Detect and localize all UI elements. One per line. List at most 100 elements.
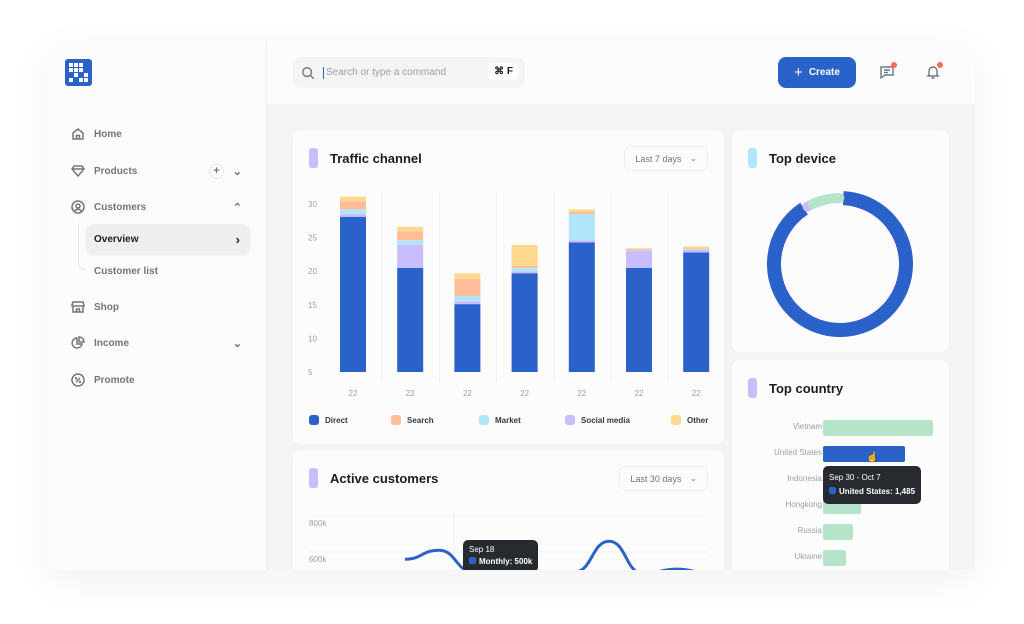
legend-item[interactable]: Market — [479, 415, 521, 425]
country-label: Ukraine — [794, 552, 822, 561]
range-dropdown[interactable]: Last 7 days ⌄ — [624, 146, 708, 171]
bar-segment-search[interactable] — [626, 249, 652, 251]
notification-dot — [891, 62, 897, 68]
card-title: Top country — [748, 378, 843, 398]
traffic-bar-chart: 30 25 20 15 10 5 22 22 22 22 22 22 22 — [308, 192, 710, 398]
bar-segment-market[interactable] — [340, 209, 366, 215]
country-bar[interactable] — [823, 446, 905, 462]
bar-segment-social-media[interactable] — [397, 244, 424, 268]
sidebar-item-promote[interactable]: Promote — [70, 367, 248, 393]
bar-segment-other[interactable] — [511, 244, 538, 266]
bar-segment-other[interactable] — [397, 226, 424, 232]
legend-item[interactable]: Social media — [565, 415, 630, 425]
bar-segment-direct[interactable] — [568, 242, 595, 372]
country-label: United States — [773, 448, 822, 457]
bar-segment-other[interactable] — [568, 209, 595, 213]
bar-segment-direct[interactable] — [626, 267, 652, 372]
country-label: Russia — [797, 526, 822, 535]
legend-label: Other — [687, 415, 709, 425]
chevron-down-icon: ⌄ — [689, 473, 697, 483]
sidebar-item-shop[interactable]: Shop — [70, 294, 248, 320]
active-customers-card: Active customers Last 30 days ⌄ 800k 600k … — [293, 450, 724, 570]
bar-segment-search[interactable] — [454, 278, 481, 297]
x-tick-label: 22 — [349, 389, 358, 398]
bar-segment-direct[interactable] — [683, 252, 710, 372]
app-window: Home Products + ⌄ Customers ⌃ Shop Income ⌄ Promo… — [48, 42, 975, 570]
range-dropdown[interactable]: Last 30 days ⌄ — [619, 466, 708, 491]
main-content: Traffic channel Last 7 days ⌄ 30 25 20 15 10 5… — [267, 104, 975, 570]
legend-swatch — [479, 415, 489, 425]
bar-segment-market[interactable] — [511, 267, 538, 272]
messages-button[interactable] — [879, 62, 897, 80]
x-tick-label: 22 — [577, 389, 586, 398]
legend-item[interactable]: Search — [391, 415, 434, 425]
bar-segment-social-media[interactable] — [340, 214, 366, 217]
bar-segment-social-media[interactable] — [626, 251, 652, 268]
bar-segment-search[interactable] — [511, 265, 538, 268]
legend-label: Social media — [581, 415, 630, 425]
line-series-monthly — [404, 539, 695, 570]
bar-segment-search[interactable] — [397, 231, 424, 241]
country-bar[interactable] — [823, 420, 933, 436]
sidebar-subitem-overview[interactable]: Overview › — [86, 224, 250, 254]
bar-segment-direct[interactable] — [511, 273, 538, 372]
bar-segment-direct[interactable] — [340, 216, 366, 372]
country-label: Indonesia — [787, 474, 822, 483]
bar-segment-market[interactable] — [397, 240, 424, 245]
bar-segment-other[interactable] — [683, 246, 710, 249]
bar-segment-other[interactable] — [626, 248, 652, 250]
bar-segment-search[interactable] — [568, 212, 595, 215]
bar-segment-social-media[interactable] — [511, 271, 538, 274]
bar-segment-market[interactable] — [626, 250, 652, 252]
card-title: Top device — [748, 148, 836, 168]
range-value: Last 7 days — [635, 153, 682, 164]
diamond-icon — [71, 165, 85, 178]
bar-segment-other[interactable] — [454, 273, 481, 279]
sidebar-item-products[interactable]: Products + ⌄ — [70, 158, 248, 184]
bar-segment-market[interactable] — [454, 296, 481, 302]
chevron-down-icon[interactable]: ⌄ — [232, 165, 242, 178]
bar-segment-other[interactable] — [340, 196, 366, 202]
legend-item[interactable]: Other — [671, 415, 708, 425]
x-tick-label: 22 — [520, 389, 529, 398]
donut-segment[interactable] — [808, 193, 845, 209]
bar-segment-social-media[interactable] — [568, 240, 595, 243]
user-circle-icon — [71, 200, 85, 214]
search-icon — [302, 66, 315, 79]
card-title: Active customers — [309, 468, 438, 488]
create-button[interactable]: + Create — [778, 57, 856, 88]
country-bar[interactable] — [823, 550, 846, 566]
sidebar-subitem-customer-list[interactable]: Customer list — [86, 256, 250, 286]
bar-segment-direct[interactable] — [397, 267, 424, 372]
bar-segment-direct[interactable] — [454, 304, 481, 372]
legend-swatch — [391, 415, 401, 425]
sidebar-item-label: Shop — [94, 301, 119, 313]
donut-segment[interactable] — [767, 191, 913, 337]
chevron-down-icon[interactable]: ⌄ — [232, 337, 242, 350]
range-value: Last 30 days — [630, 473, 682, 484]
search-input[interactable]: Search or type a command ⌘ F — [293, 57, 525, 88]
logo[interactable] — [65, 59, 92, 86]
card-title: Traffic channel — [309, 148, 422, 168]
y-tick-label: 20 — [308, 267, 317, 276]
legend-item[interactable]: Direct — [309, 415, 348, 425]
sidebar-item-income[interactable]: Income ⌄ — [70, 330, 248, 356]
bar-segment-search[interactable] — [340, 201, 366, 210]
country-bar[interactable] — [823, 524, 854, 540]
notifications-button[interactable] — [925, 62, 943, 80]
add-product-button[interactable]: + — [209, 163, 224, 179]
bar-segment-market[interactable] — [683, 249, 710, 250]
top-device-card: Top device — [732, 130, 949, 352]
sidebar-item-customers[interactable]: Customers ⌃ — [70, 194, 248, 220]
cursor-hand-icon: ☝ — [866, 452, 879, 463]
tree-connector — [78, 222, 86, 270]
bar-segment-social-media[interactable] — [683, 249, 710, 253]
chevron-up-icon[interactable]: ⌃ — [232, 201, 242, 214]
line-tooltip: Sep 18 Monthly: 500k — [463, 540, 539, 570]
sidebar: Home Products + ⌄ Customers ⌃ Shop Income ⌄ Promo… — [48, 42, 267, 570]
sidebar-item-label: Income — [94, 337, 130, 349]
bar-segment-market[interactable] — [568, 214, 595, 241]
bar-segment-social-media[interactable] — [454, 301, 481, 305]
bar-segment-search[interactable] — [683, 248, 710, 250]
sidebar-item-home[interactable]: Home — [70, 121, 248, 147]
